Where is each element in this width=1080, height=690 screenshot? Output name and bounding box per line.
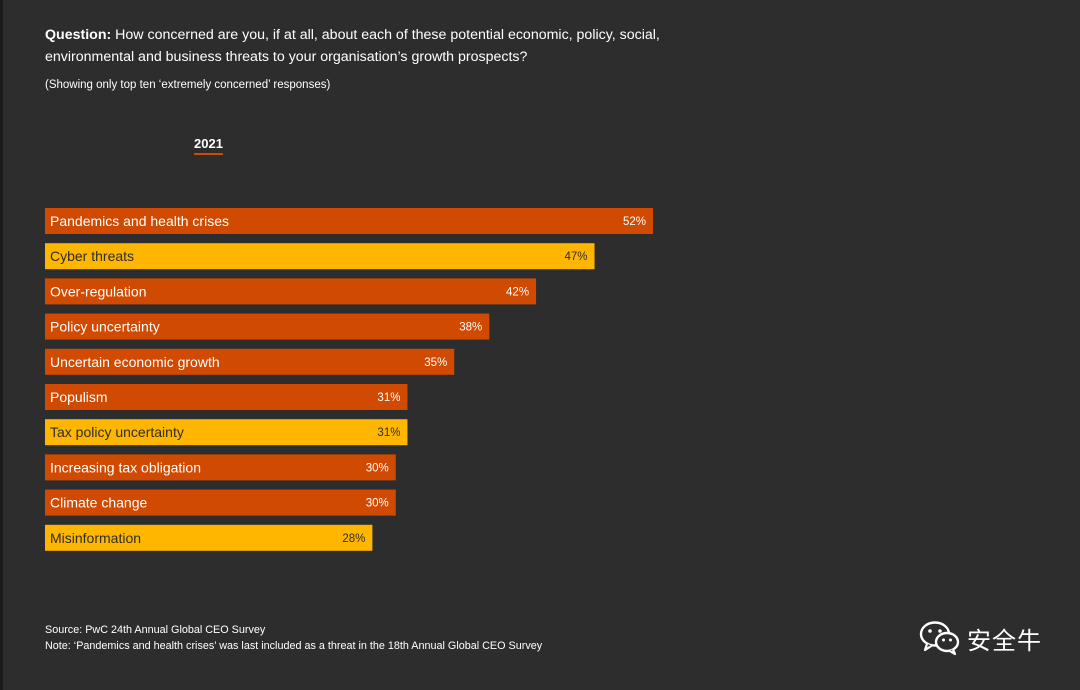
bar-category-label: Pandemics and health crises [50,213,229,229]
bar-value-label: 42% [506,286,529,298]
bar-value-label: 47% [565,251,588,263]
tab-year-2021[interactable]: 2021 [194,136,223,155]
bar-8 [45,489,396,516]
bar-category-label: Cyber threats [50,248,134,264]
bar-9 [45,524,373,551]
bar-1 [45,243,595,270]
bar-chart: Pandemics and health crises 52% Cyber thre… [45,208,653,551]
question-label: Question: [45,27,112,43]
watermark-text: 安全牛 [967,626,1042,655]
bar-category-label: Tax policy uncertainty [50,424,184,440]
chart-footer: Source: PwC 24th Annual Global CEO Surve… [45,622,545,654]
bar-3 [45,313,490,340]
bar-category-label: Misinformation [50,530,141,546]
bar-5 [45,384,408,410]
bar-category-label: Over-regulation [50,283,147,299]
watermark: 安全牛 [919,620,1042,656]
bar-value-label: 28% [342,533,365,545]
bar-value-label: 30% [366,462,389,474]
bar-4 [45,348,455,375]
bar-category-label: Climate change [50,495,147,511]
bar-7 [45,454,396,481]
bar-0 [45,208,653,234]
question-text: How concerned are you, if at all, about … [45,27,660,65]
bar-value-label: 35% [424,357,447,369]
bar-value-label: 31% [377,427,400,439]
source-note: Source: PwC 24th Annual Global CEO Surve… [45,624,266,636]
chart-subtitle: (Showing only top ten ‘extremely concern… [45,79,331,91]
bar-value-label: 38% [459,322,482,334]
bar-category-label: Policy uncertainty [50,319,160,335]
question-heading: Question: How concerned are you, if at a… [45,24,705,68]
bar-6 [45,419,408,446]
bar-category-label: Populism [50,389,108,405]
bar-category-label: Increasing tax obligation [50,459,201,475]
footnote: Note: ‘Pandemics and health crises’ was … [45,640,543,652]
bar-value-label: 30% [366,498,389,510]
bar-2 [45,278,537,305]
bar-value-label: 52% [623,216,646,228]
bar-category-label: Uncertain economic growth [50,354,220,370]
wechat-icon [919,621,960,656]
bar-value-label: 31% [377,392,400,404]
